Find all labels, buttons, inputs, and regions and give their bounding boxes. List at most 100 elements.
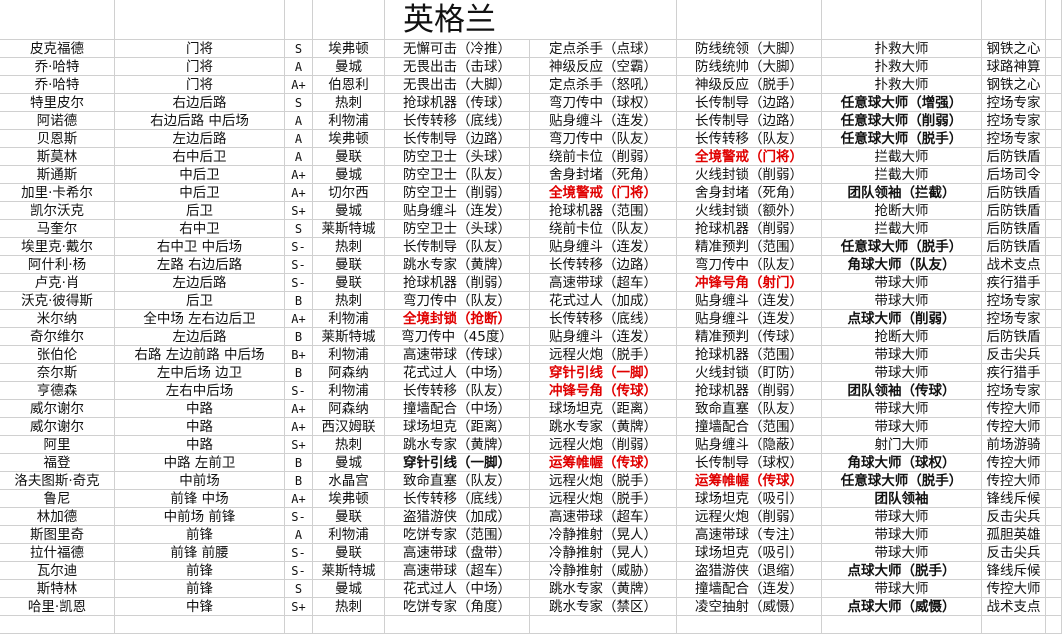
skill-4-cell[interactable]: 带球大师	[822, 346, 982, 364]
club-cell[interactable]: 莱斯特城	[313, 562, 385, 580]
club-cell[interactable]: 曼城	[313, 580, 385, 598]
skill-3-cell[interactable]: 运筹帷幄（传球）	[677, 472, 822, 490]
position-cell[interactable]: 中前场 前锋	[115, 508, 285, 526]
position-cell[interactable]: 前锋 中场	[115, 490, 285, 508]
grade-cell[interactable]: S	[285, 94, 313, 112]
empty-cell[interactable]	[1046, 364, 1062, 382]
grade-cell[interactable]: B	[285, 292, 313, 310]
skill-4-cell[interactable]: 抢断大师	[822, 202, 982, 220]
skill-1-cell[interactable]: 无畏出击（击球）	[385, 58, 530, 76]
skill-1-cell[interactable]: 花式过人（中场）	[385, 364, 530, 382]
role-cell[interactable]: 反击尖兵	[982, 508, 1046, 526]
empty-cell[interactable]	[1046, 166, 1062, 184]
header-cell[interactable]	[822, 0, 982, 40]
player-name-cell[interactable]: 瓦尔迪	[0, 562, 115, 580]
skill-4-cell[interactable]: 带球大师	[822, 274, 982, 292]
grade-cell[interactable]: S+	[285, 436, 313, 454]
skill-1-cell[interactable]: 盗猎游侠（加成）	[385, 508, 530, 526]
role-cell[interactable]: 疾行猎手	[982, 274, 1046, 292]
position-cell[interactable]: 全中场 左右边后卫	[115, 310, 285, 328]
skill-2-cell[interactable]: 贴身缠斗（连发）	[530, 238, 677, 256]
empty-cell[interactable]	[1046, 580, 1062, 598]
club-cell[interactable]: 切尔西	[313, 184, 385, 202]
position-cell[interactable]: 右边后路 中后场	[115, 112, 285, 130]
header-cell[interactable]	[285, 0, 313, 40]
club-cell[interactable]: 利物浦	[313, 526, 385, 544]
empty-cell[interactable]	[1046, 436, 1062, 454]
empty-cell[interactable]	[1046, 238, 1062, 256]
club-cell[interactable]: 曼联	[313, 256, 385, 274]
skill-3-cell[interactable]: 球场坦克（吸引）	[677, 490, 822, 508]
grade-cell[interactable]: S-	[285, 274, 313, 292]
player-name-cell[interactable]: 乔·哈特	[0, 58, 115, 76]
position-cell[interactable]: 左边后路	[115, 274, 285, 292]
skill-3-cell[interactable]: 抢球机器（削弱）	[677, 220, 822, 238]
position-cell[interactable]: 右中卫	[115, 220, 285, 238]
skill-2-cell[interactable]: 远程火炮（削弱）	[530, 436, 677, 454]
empty-cell[interactable]	[1046, 40, 1062, 58]
skill-4-cell[interactable]: 带球大师	[822, 364, 982, 382]
skill-2-cell[interactable]: 冷静推射（晃人）	[530, 544, 677, 562]
skill-3-cell[interactable]: 致命直塞（队友）	[677, 400, 822, 418]
role-cell[interactable]: 后防铁盾	[982, 238, 1046, 256]
skill-2-cell[interactable]: 弯刀传中（球权）	[530, 94, 677, 112]
empty-cell[interactable]	[1046, 220, 1062, 238]
skill-2-cell[interactable]: 跳水专家（黄牌）	[530, 418, 677, 436]
skill-2-cell[interactable]: 抢球机器（范围）	[530, 202, 677, 220]
empty-cell[interactable]	[1046, 598, 1062, 616]
player-name-cell[interactable]: 林加德	[0, 508, 115, 526]
club-cell[interactable]: 热刺	[313, 94, 385, 112]
empty-cell[interactable]	[115, 616, 285, 634]
club-cell[interactable]: 热刺	[313, 436, 385, 454]
skill-4-cell[interactable]: 点球大师（威慑）	[822, 598, 982, 616]
empty-cell[interactable]	[1046, 58, 1062, 76]
role-cell[interactable]: 钢铁之心	[982, 40, 1046, 58]
player-name-cell[interactable]: 拉什福德	[0, 544, 115, 562]
skill-1-cell[interactable]: 吃饼专家（角度）	[385, 598, 530, 616]
player-name-cell[interactable]: 阿诺德	[0, 112, 115, 130]
grade-cell[interactable]: B	[285, 328, 313, 346]
role-cell[interactable]: 疾行猎手	[982, 364, 1046, 382]
skill-3-cell[interactable]: 球场坦克（吸引）	[677, 544, 822, 562]
empty-cell[interactable]	[1046, 400, 1062, 418]
grade-cell[interactable]: A	[285, 130, 313, 148]
player-name-cell[interactable]: 鲁尼	[0, 490, 115, 508]
skill-1-cell[interactable]: 穿针引线（一脚）	[385, 454, 530, 472]
player-name-cell[interactable]: 埃里克·戴尔	[0, 238, 115, 256]
skill-3-cell[interactable]: 神级反应（脱手）	[677, 76, 822, 94]
header-cell[interactable]	[115, 0, 285, 40]
grade-cell[interactable]: A	[285, 148, 313, 166]
position-cell[interactable]: 左边后路	[115, 130, 285, 148]
position-cell[interactable]: 中路	[115, 400, 285, 418]
role-cell[interactable]: 控场专家	[982, 292, 1046, 310]
skill-1-cell[interactable]: 致命直塞（队友）	[385, 472, 530, 490]
skill-3-cell[interactable]: 凌空抽射（威慑）	[677, 598, 822, 616]
club-cell[interactable]: 利物浦	[313, 382, 385, 400]
player-name-cell[interactable]: 贝恩斯	[0, 130, 115, 148]
skill-2-cell[interactable]: 穿针引线（一脚）	[530, 364, 677, 382]
skill-1-cell[interactable]: 高速带球（传球）	[385, 346, 530, 364]
player-name-cell[interactable]: 威尔谢尔	[0, 400, 115, 418]
grade-cell[interactable]: S+	[285, 202, 313, 220]
position-cell[interactable]: 右边后路	[115, 94, 285, 112]
empty-cell[interactable]	[1046, 544, 1062, 562]
skill-1-cell[interactable]: 全境封锁（抢断）	[385, 310, 530, 328]
grade-cell[interactable]: S-	[285, 508, 313, 526]
grade-cell[interactable]: S+	[285, 598, 313, 616]
empty-cell[interactable]	[1046, 112, 1062, 130]
skill-3-cell[interactable]: 长传制导（球权）	[677, 454, 822, 472]
position-cell[interactable]: 中路	[115, 418, 285, 436]
position-cell[interactable]: 右中卫 中后场	[115, 238, 285, 256]
empty-cell[interactable]	[1046, 202, 1062, 220]
club-cell[interactable]: 阿森纳	[313, 400, 385, 418]
grade-cell[interactable]: A+	[285, 400, 313, 418]
skill-2-cell[interactable]: 绕前卡位（削弱）	[530, 148, 677, 166]
role-cell[interactable]: 战术支点	[982, 256, 1046, 274]
skill-1-cell[interactable]: 弯刀传中（45度）	[385, 328, 530, 346]
club-cell[interactable]: 曼联	[313, 544, 385, 562]
skill-4-cell[interactable]: 扑救大师	[822, 40, 982, 58]
empty-cell[interactable]	[677, 616, 822, 634]
skill-3-cell[interactable]: 长传制导（边路）	[677, 94, 822, 112]
header-cell[interactable]	[982, 0, 1046, 40]
skill-3-cell[interactable]: 贴身缠斗（连发）	[677, 292, 822, 310]
